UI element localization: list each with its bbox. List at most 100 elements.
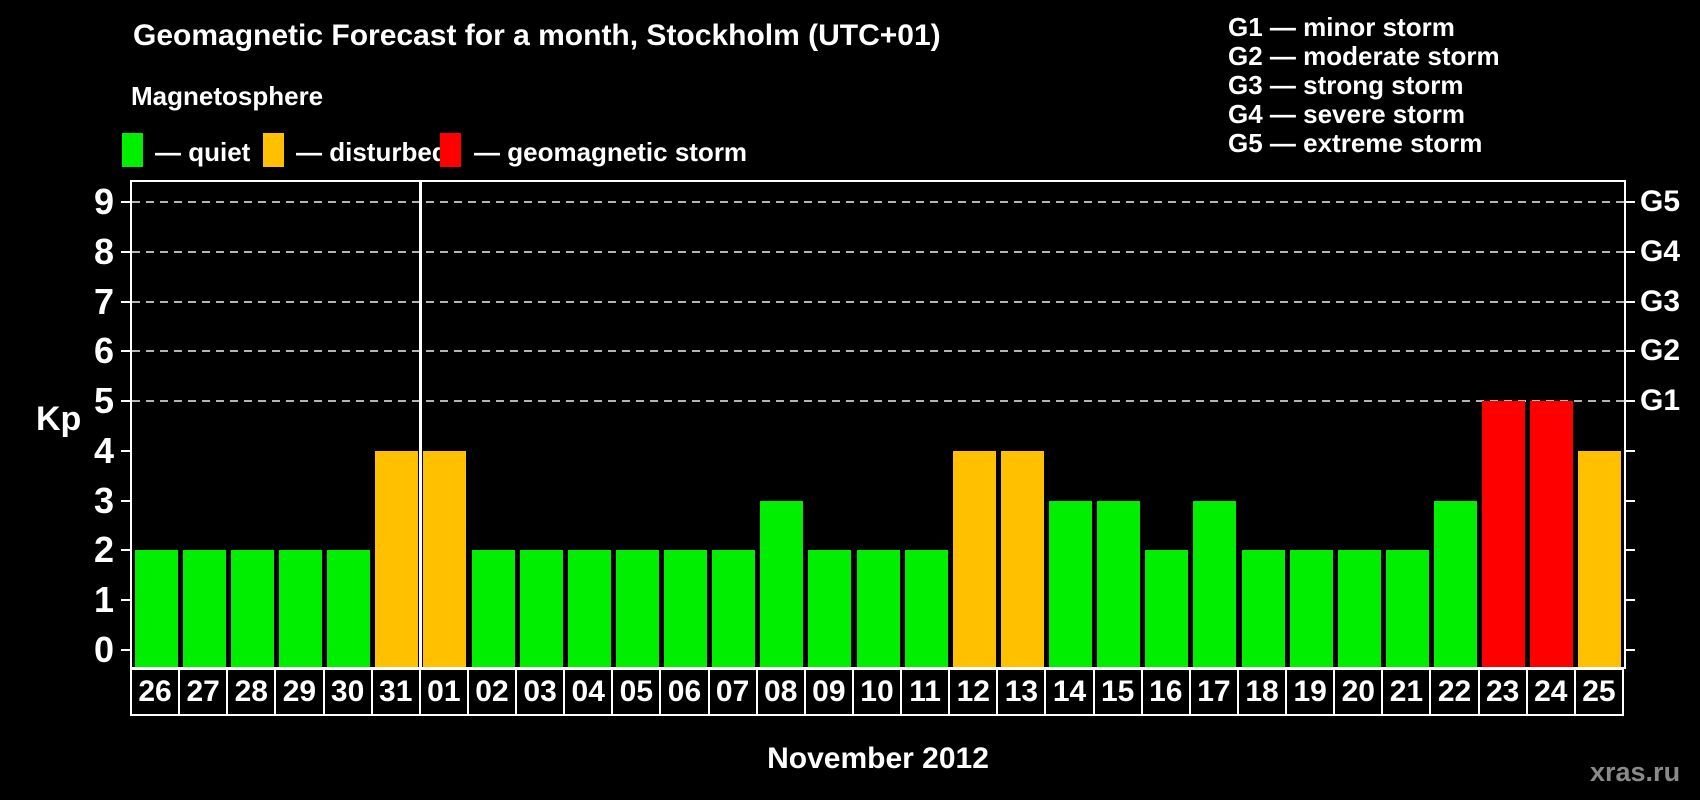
day-label-19: 19 (1285, 668, 1336, 716)
day-label-30: 30 (322, 668, 373, 716)
bar-day-28 (230, 550, 274, 667)
y-tick-label: 3 (93, 479, 114, 521)
legend-swatch-storm (440, 133, 461, 167)
g-legend-item: G2 — moderate storm (1228, 41, 1500, 71)
day-label-07: 07 (707, 668, 758, 716)
y-tick-label: 8 (93, 230, 114, 272)
bar-day-24 (1530, 401, 1574, 667)
legend-label-quiet: — quiet (155, 137, 251, 167)
legend-label-storm: — geomagnetic storm (474, 137, 748, 167)
bar-day-02 (471, 550, 515, 667)
bar-day-21 (1385, 550, 1429, 667)
month-divider-line (419, 182, 423, 667)
g-axis-label: G3 (1640, 284, 1681, 318)
day-label-13: 13 (996, 668, 1047, 716)
month-label: November 2012 (767, 742, 989, 775)
day-label-27: 27 (178, 668, 229, 716)
day-label-26: 26 (130, 668, 181, 716)
y-tick-right (1626, 449, 1635, 452)
day-label-28: 28 (226, 668, 277, 716)
day-label-12: 12 (948, 668, 999, 716)
y-tick-right (1626, 499, 1635, 502)
day-label-01: 01 (418, 668, 469, 716)
day-label-16: 16 (1140, 668, 1191, 716)
day-label-03: 03 (515, 668, 566, 716)
bar-day-09 (808, 550, 852, 667)
y-tick-left (121, 400, 130, 403)
bar-day-17 (1193, 500, 1237, 667)
bar-day-22 (1434, 500, 1478, 667)
y-tick-label: 0 (93, 629, 114, 670)
gridline (132, 300, 1624, 303)
bar-day-27 (182, 550, 226, 667)
bar-day-04 (567, 550, 611, 667)
g-legend-item: G3 — strong storm (1228, 70, 1464, 100)
y-tick-label: 2 (93, 529, 114, 571)
y-tick-label: 1 (93, 579, 114, 621)
day-label-09: 09 (803, 668, 854, 716)
bar-day-25 (1578, 450, 1622, 667)
day-label-17: 17 (1188, 668, 1239, 716)
y-tick-right (1626, 400, 1635, 403)
bar-day-05 (615, 550, 659, 667)
page-title: Geomagnetic Forecast for a month, Stockh… (133, 19, 941, 52)
y-tick-left (121, 350, 130, 353)
day-label-10: 10 (851, 668, 903, 716)
legend-swatch-quiet (122, 133, 143, 167)
g-legend-item: G4 — severe storm (1228, 99, 1466, 129)
day-label-05: 05 (611, 668, 662, 716)
bar-day-11 (904, 550, 948, 667)
bar-day-08 (760, 500, 804, 667)
day-label-20: 20 (1333, 668, 1384, 716)
y-tick-left (121, 649, 130, 651)
y-tick-right (1626, 250, 1635, 253)
y-tick-right (1626, 350, 1635, 353)
watermark: xras.ru (1590, 757, 1681, 787)
day-label-24: 24 (1525, 668, 1576, 716)
bar-day-13 (1000, 450, 1044, 667)
bar-day-23 (1482, 401, 1526, 667)
bar-day-16 (1145, 550, 1189, 667)
bar-day-12 (952, 450, 996, 667)
gridline (132, 400, 1624, 403)
y-tick-label: 9 (93, 180, 114, 222)
g-axis-label: G5 (1640, 184, 1681, 218)
y-tick-left (121, 200, 130, 203)
g-legend-item: G1 — minor storm (1228, 12, 1455, 42)
bar-day-31 (375, 450, 419, 667)
bar-day-07 (712, 550, 756, 667)
bar-day-18 (1241, 550, 1285, 667)
y-tick-left (121, 499, 130, 502)
y-tick-right (1626, 599, 1635, 602)
y-tick-left (121, 599, 130, 602)
day-label-04: 04 (563, 668, 614, 716)
day-label-08: 08 (755, 668, 806, 716)
y-tick-label: 6 (93, 330, 114, 372)
g-legend-item: G5 — extreme storm (1228, 128, 1483, 158)
bar-day-20 (1337, 550, 1381, 667)
kp-axis-label: Kp (36, 400, 82, 438)
bar-day-06 (664, 550, 708, 667)
day-label-14: 14 (1044, 668, 1095, 716)
gridline (132, 200, 1624, 203)
day-label-06: 06 (659, 668, 710, 716)
day-label-25: 25 (1573, 668, 1624, 716)
bar-day-26 (134, 550, 178, 667)
y-tick-right (1626, 649, 1635, 651)
y-tick-label: 5 (93, 380, 114, 422)
legend-label-disturbed: — disturbed (296, 137, 448, 167)
day-label-11: 11 (900, 668, 951, 716)
y-tick-left (121, 549, 130, 552)
y-tick-right (1626, 200, 1635, 203)
day-label-02: 02 (466, 668, 518, 716)
gridline (132, 350, 1624, 353)
bar-day-14 (1049, 500, 1093, 667)
y-tick-left (121, 449, 130, 452)
day-label-31: 31 (370, 668, 421, 716)
y-tick-label: 7 (93, 280, 114, 322)
plot-area (130, 180, 1626, 669)
bar-day-29 (278, 550, 322, 667)
day-label-23: 23 (1477, 668, 1528, 716)
bar-day-03 (519, 550, 563, 667)
